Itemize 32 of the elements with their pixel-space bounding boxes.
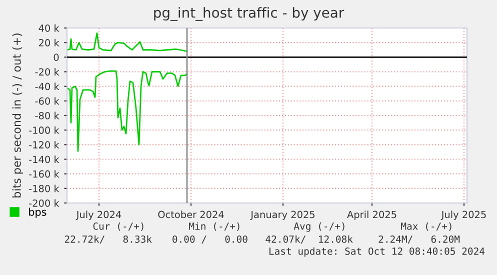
y-tick-label: -120 k	[29, 140, 60, 148]
y-tick-label: 0	[54, 54, 59, 61]
text: 0.00 / 0.00	[172, 235, 248, 244]
x-tick-label: April 2025	[347, 210, 396, 220]
text: Cur (-/+)	[93, 222, 144, 231]
x-tick-label: October 2024	[158, 210, 224, 218]
y-tick-label: -20 k	[35, 68, 60, 76]
y-tick-label: -60 k	[35, 97, 60, 105]
chart-title: pg_int_host traffic - by year	[154, 7, 344, 21]
y-tick-label: -40 k	[35, 82, 60, 90]
text: Avg (-/+)	[294, 222, 344, 232]
y-tick-label: -100 k	[29, 126, 60, 134]
line-series	[67, 70, 188, 152]
text: 2.24M/ 6.20M	[378, 235, 460, 244]
y-axis-title: bits per second in (-) / out (+)	[12, 34, 24, 198]
text: 42.07k/ 12.08k	[266, 235, 353, 244]
legend-label: bps	[29, 208, 46, 218]
line-series	[67, 32, 188, 52]
y-tick-label: -140 k	[29, 156, 60, 164]
y-tick-label: 20 k	[38, 38, 60, 46]
text: Max (-/+)	[401, 222, 452, 231]
y-tick-label: -180 k	[29, 184, 60, 192]
y-tick-label: -200 k	[29, 199, 60, 207]
x-tick-label: July 2025	[440, 210, 486, 220]
x-tick-label: January 2025	[250, 210, 314, 220]
y-tick-label: -160 k	[29, 170, 60, 178]
x-tick-label: July 2024	[76, 210, 122, 220]
y-tick-label: 40 k	[38, 24, 60, 32]
text: Min (-/+)	[189, 222, 240, 231]
text: Last update: Sat Oct 12 08:40:05 2024	[269, 247, 485, 257]
y-tick-label: -80 k	[35, 112, 60, 120]
text: 22.72k/ 8.33k	[64, 235, 152, 244]
